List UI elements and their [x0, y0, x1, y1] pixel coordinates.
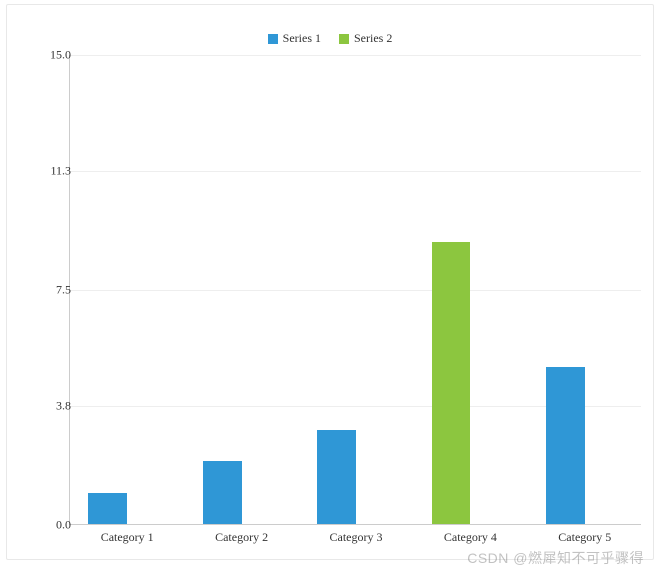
gridline [70, 171, 641, 172]
legend-item[interactable]: Series 1 [268, 31, 321, 46]
y-axis-label: 0.0 [31, 518, 71, 533]
y-axis-label: 11.3 [31, 163, 71, 178]
bar[interactable] [432, 242, 471, 524]
x-axis-label: Category 3 [330, 524, 383, 545]
plot-area: Category 1Category 2Category 3Category 4… [69, 55, 641, 525]
x-axis-label: Category 2 [215, 524, 268, 545]
bar[interactable] [317, 430, 356, 524]
gridline [70, 290, 641, 291]
legend-swatch [268, 34, 278, 44]
legend-label: Series 2 [354, 31, 392, 46]
legend-item[interactable]: Series 2 [339, 31, 392, 46]
legend-label: Series 1 [283, 31, 321, 46]
legend-swatch [339, 34, 349, 44]
chart-container: Series 1Series 2 Category 1Category 2Cat… [6, 4, 654, 560]
y-axis-label: 7.5 [31, 283, 71, 298]
watermark: CSDN @燃犀知不可乎骤得 [467, 548, 644, 568]
x-axis-label: Category 1 [101, 524, 154, 545]
y-axis-label: 3.8 [31, 398, 71, 413]
x-axis-label: Category 4 [444, 524, 497, 545]
bar[interactable] [203, 461, 242, 524]
bar[interactable] [546, 367, 585, 524]
y-axis-label: 15.0 [31, 48, 71, 63]
gridline [70, 55, 641, 56]
x-axis-label: Category 5 [558, 524, 611, 545]
bar[interactable] [88, 493, 127, 524]
legend: Series 1 Series 2 [7, 31, 653, 46]
